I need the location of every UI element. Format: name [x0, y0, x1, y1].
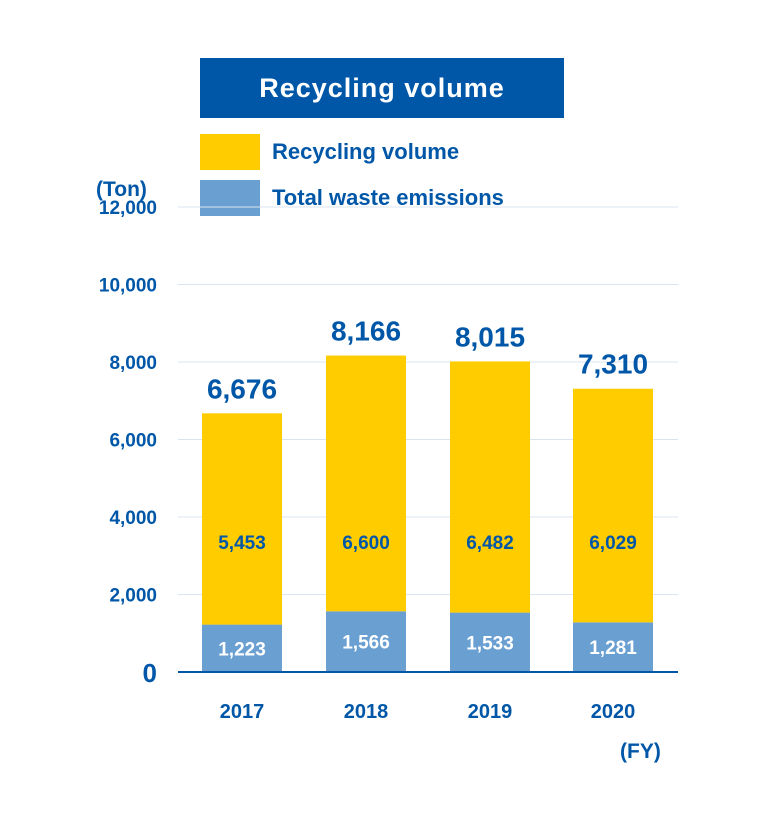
legend-item-recycling: Recycling volume — [200, 134, 459, 170]
legend-label-recycling: Recycling volume — [272, 139, 460, 164]
legend-swatch-recycling — [200, 134, 260, 170]
y-tick-label: 8,000 — [109, 353, 157, 374]
total-label: 8,166 — [331, 316, 401, 347]
y-tick-label: 6,000 — [109, 431, 157, 452]
total-label: 7,310 — [578, 349, 648, 380]
x-tick-label: 2017 — [220, 701, 265, 723]
data-label-total-waste: 1,566 — [342, 633, 390, 654]
data-label-recycling: 5,453 — [218, 533, 266, 554]
total-label: 6,676 — [207, 373, 277, 404]
x-tick-label: 2019 — [468, 701, 513, 723]
bar-segment-total-waste — [326, 611, 406, 672]
data-label-total-waste: 1,223 — [218, 639, 266, 660]
x-tick-label: 2018 — [344, 701, 389, 723]
x-axis-unit-label: (FY) — [620, 740, 661, 763]
total-label: 8,015 — [455, 321, 525, 352]
y-tick-label: 4,000 — [109, 508, 157, 529]
x-tick-label: 2020 — [591, 701, 636, 723]
data-label-total-waste: 1,533 — [466, 633, 514, 654]
bar-segment-recycling — [573, 388, 653, 623]
bar-segment-recycling — [450, 361, 530, 613]
bar-segment-recycling — [326, 355, 406, 612]
data-label-recycling: 6,482 — [466, 533, 514, 554]
data-label-recycling: 6,600 — [342, 533, 390, 554]
y-tick-label: 2,000 — [109, 586, 157, 607]
y-axis-unit-label: (Ton) — [96, 178, 147, 201]
y-tick-label: 0 — [143, 658, 157, 688]
data-label-total-waste: 1,281 — [589, 638, 637, 659]
data-label-recycling: 6,029 — [589, 533, 637, 554]
y-tick-label: 12,000 — [99, 198, 157, 219]
y-tick-label: 10,000 — [99, 276, 157, 297]
chart-title: Recycling volume — [200, 58, 564, 118]
legend-item-waste: Total waste emissions — [200, 180, 504, 216]
bar-segment-recycling — [202, 413, 282, 625]
legend-swatch-waste — [200, 180, 260, 216]
bar-segment-total-waste — [573, 622, 653, 672]
bar-segment-total-waste — [450, 612, 530, 672]
bar-segment-total-waste — [202, 624, 282, 672]
legend-label-waste: Total waste emissions — [272, 185, 504, 210]
